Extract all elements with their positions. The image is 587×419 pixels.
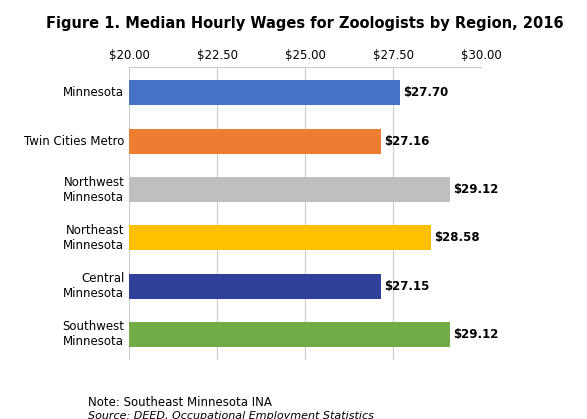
Title: Figure 1. Median Hourly Wages for Zoologists by Region, 2016: Figure 1. Median Hourly Wages for Zoolog… — [46, 16, 564, 31]
Text: $28.58: $28.58 — [434, 231, 480, 244]
Text: $27.16: $27.16 — [384, 135, 430, 148]
Text: $29.12: $29.12 — [453, 183, 498, 196]
Text: $29.12: $29.12 — [453, 328, 498, 341]
Text: $27.15: $27.15 — [384, 279, 429, 292]
Text: Source: DEED, Occupational Employment Statistics: Source: DEED, Occupational Employment St… — [88, 411, 374, 419]
Bar — [129, 177, 450, 202]
Text: $27.70: $27.70 — [403, 86, 448, 99]
Text: Note: Southeast Minnesota INA: Note: Southeast Minnesota INA — [88, 396, 272, 409]
Bar — [129, 274, 381, 299]
Bar — [129, 80, 400, 106]
Bar — [129, 129, 382, 154]
Bar — [129, 322, 450, 347]
Bar — [129, 225, 431, 251]
